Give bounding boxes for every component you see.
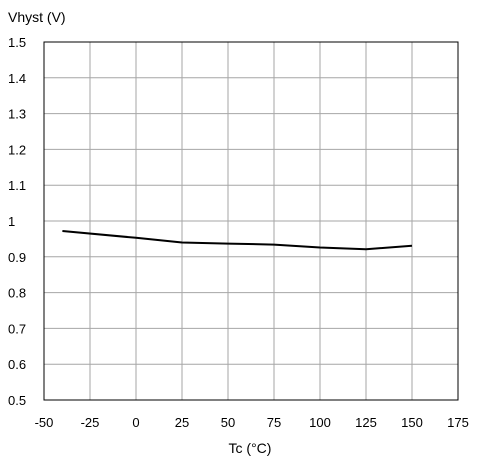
- y-tick-label: 1.1: [8, 178, 26, 193]
- x-tick-label: -50: [35, 415, 54, 430]
- x-tick-label: -25: [81, 415, 100, 430]
- y-tick-label: 1.5: [8, 35, 26, 50]
- x-tick-label: 0: [132, 415, 139, 430]
- x-tick-label: 100: [309, 415, 331, 430]
- y-tick-label: 0.7: [8, 321, 26, 336]
- y-axis-label: Vhyst (V): [8, 9, 66, 25]
- grid: [44, 42, 458, 400]
- x-tick-label: 150: [401, 415, 423, 430]
- series-line: [62, 230, 413, 251]
- y-tick-label: 0.6: [8, 357, 26, 372]
- x-axis-label: Tc (°C): [229, 440, 272, 456]
- x-tick-label: 50: [221, 415, 235, 430]
- y-tick-labels: 0.5 0.6 0.7 0.8 0.9 1 1.1 1.2 1.3 1.4 1.5: [8, 35, 26, 408]
- x-tick-labels: -50 -25 0 25 50 75 100 125 150 175: [35, 415, 469, 430]
- y-tick-label: 1.4: [8, 71, 26, 86]
- y-tick-label: 0.9: [8, 250, 26, 265]
- y-tick-label: 1.3: [8, 107, 26, 122]
- x-tick-label: 125: [355, 415, 377, 430]
- y-tick-label: 1.2: [8, 142, 26, 157]
- series-layer: [62, 230, 413, 251]
- y-tick-label: 1: [8, 214, 15, 229]
- y-tick-label: 0.8: [8, 286, 26, 301]
- plot-frame: [43, 41, 459, 401]
- x-tick-label: 75: [267, 415, 281, 430]
- x-tick-label: 175: [447, 415, 469, 430]
- y-tick-label: 0.5: [8, 393, 26, 408]
- x-tick-label: 25: [175, 415, 189, 430]
